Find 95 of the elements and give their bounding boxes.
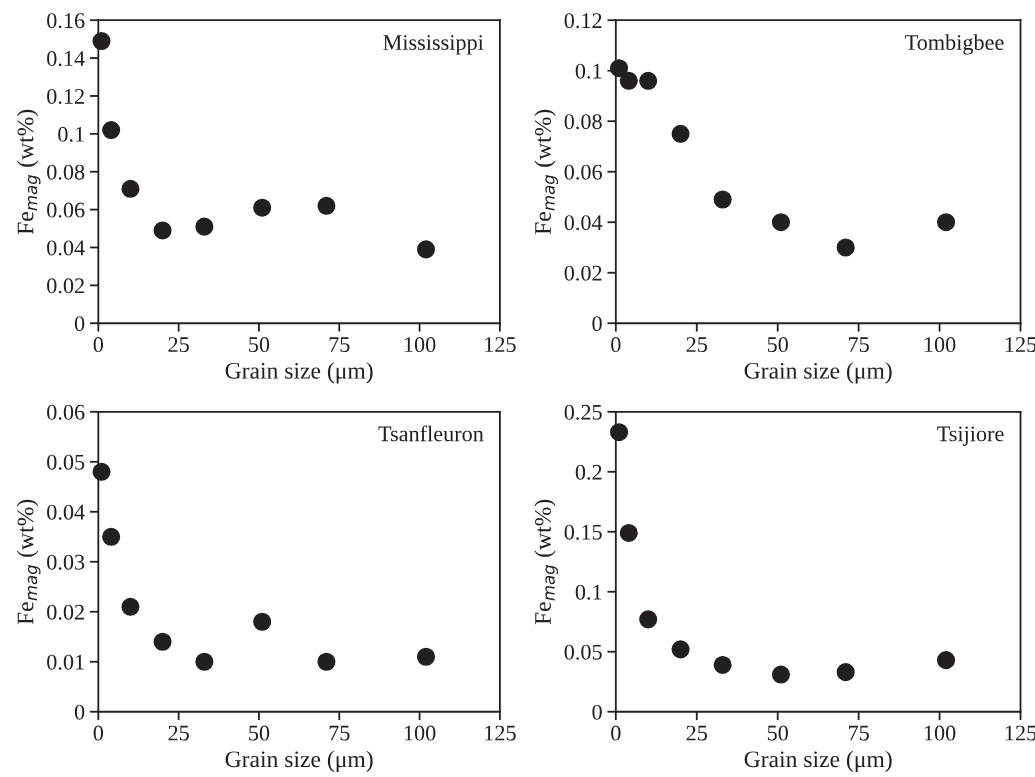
y-axis-title: Fe$_{mag}$ (wt%) — [16, 499, 41, 625]
point — [771, 665, 790, 684]
point — [121, 179, 140, 198]
x-tick-label: 100 — [924, 725, 956, 741]
y-tick-label: 0.04 — [564, 215, 603, 231]
point — [836, 238, 855, 257]
y-tick-label: 0.06 — [47, 404, 85, 420]
point — [836, 663, 855, 682]
y-axis-title: Fe$_{mag}$ (wt%) — [16, 109, 41, 235]
x-tick-label: 50 — [249, 725, 270, 741]
point — [195, 652, 214, 671]
point — [253, 198, 272, 217]
x-axis-title: Grain size (μm) — [225, 362, 373, 384]
point — [937, 651, 956, 670]
y-tick-label: 0 — [74, 704, 85, 720]
x-tick-label: 0 — [611, 337, 621, 353]
y-tick-label: 0.1 — [58, 126, 84, 142]
x-tick-label: 100 — [924, 337, 956, 353]
y-tick-label: 0.1 — [575, 63, 602, 79]
y-tick-label: 0.05 — [47, 454, 85, 470]
annotation: Mississippi — [383, 35, 484, 55]
point — [317, 652, 336, 671]
y-tick-label: 0.12 — [564, 13, 602, 29]
point — [121, 597, 140, 616]
x-tick-label: 100 — [404, 337, 436, 353]
y-tick-label: 0.01 — [47, 654, 84, 670]
y-tick-label: 0.04 — [47, 240, 85, 256]
x-tick-label: 75 — [848, 337, 869, 353]
y-tick-label: 0.02 — [47, 604, 84, 620]
x-tick-label: 75 — [329, 725, 350, 741]
y-tick-label: 0 — [592, 316, 602, 332]
x-axis-title: Grain size (μm) — [744, 750, 892, 773]
annotation: Tombigbee — [905, 34, 1004, 55]
point — [713, 190, 732, 209]
point — [937, 213, 956, 232]
point — [639, 71, 658, 90]
x-tick-label: 50 — [767, 725, 788, 741]
y-tick-label: 0.06 — [564, 164, 602, 180]
point — [416, 240, 436, 259]
x-tick-label: 0 — [93, 337, 104, 353]
y-tick-label: 0.14 — [47, 51, 85, 67]
point — [671, 124, 690, 143]
x-tick-label: 25 — [168, 337, 189, 353]
y-tick-label: 0.03 — [47, 554, 85, 570]
x-tick-label: 50 — [249, 337, 270, 353]
point — [153, 632, 172, 651]
point — [416, 647, 436, 666]
point — [253, 612, 272, 631]
y-tick-label: 0.2 — [575, 464, 602, 480]
y-tick-label: 0.02 — [564, 265, 602, 281]
y-tick-label: 0.08 — [47, 164, 85, 180]
x-tick-label: 125 — [485, 725, 516, 741]
point — [771, 213, 790, 232]
y-tick-label: 0.02 — [47, 278, 84, 294]
point — [639, 610, 658, 629]
point — [671, 640, 690, 659]
point — [619, 523, 638, 543]
x-tick-label: 25 — [686, 725, 708, 741]
point — [153, 221, 172, 240]
y-tick-label: 0.06 — [47, 202, 85, 218]
x-tick-label: 0 — [611, 725, 621, 741]
x-tick-label: 25 — [686, 337, 708, 353]
y-tick-label: 0 — [74, 316, 85, 332]
point — [102, 527, 121, 546]
x-tick-label: 50 — [767, 337, 788, 353]
x-axis-title: Grain size (μm) — [744, 362, 892, 384]
x-tick-label: 0 — [93, 725, 104, 741]
y-tick-label: 0.04 — [47, 504, 85, 520]
point — [619, 71, 638, 90]
y-tick-label: 0.16 — [47, 13, 85, 29]
x-tick-label: 100 — [404, 725, 436, 741]
x-tick-label: 75 — [329, 337, 350, 353]
annotation: Tsanfleuron — [378, 425, 484, 442]
y-tick-label: 0.12 — [47, 88, 84, 104]
y-axis-title: Fe$_{mag}$ (wt%) — [534, 109, 559, 235]
y-axis-title: Fe$_{mag}$ (wt%) — [534, 499, 559, 625]
annotation: Tsijiore — [937, 426, 1004, 446]
x-tick-label: 75 — [848, 725, 869, 741]
x-tick-label: 25 — [168, 725, 189, 741]
point — [195, 217, 214, 236]
x-tick-label: 125 — [485, 337, 516, 353]
point — [317, 196, 336, 215]
y-tick-label: 0.15 — [564, 524, 602, 540]
y-tick-label: 0.25 — [564, 404, 602, 420]
point — [92, 32, 111, 51]
x-axis-title: Grain size (μm) — [225, 750, 373, 773]
y-tick-label: 0 — [592, 704, 602, 720]
point — [102, 121, 121, 140]
y-tick-label: 0.05 — [564, 644, 602, 660]
point — [610, 423, 629, 442]
y-tick-label: 0.1 — [575, 584, 602, 600]
y-tick-label: 0.08 — [564, 114, 602, 130]
point — [713, 655, 732, 674]
point — [610, 59, 629, 78]
point — [92, 462, 111, 481]
